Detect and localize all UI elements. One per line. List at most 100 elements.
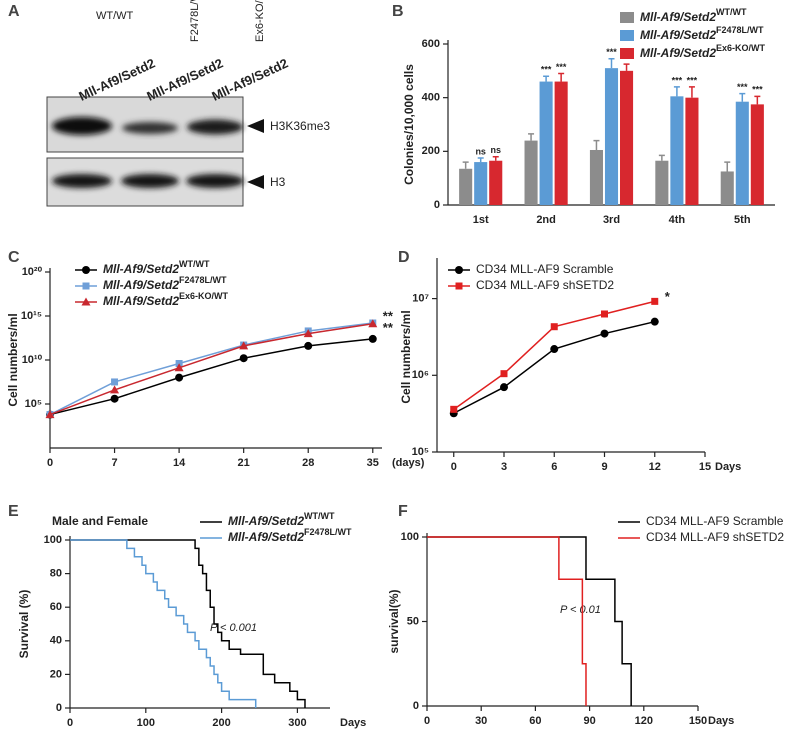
x-tick-label: 2nd — [536, 214, 556, 226]
legend-name: CD34 MLL-AF9 Scramble — [476, 262, 614, 276]
y-tick-label: 50 — [407, 615, 419, 627]
x-tick-label: 15 — [699, 461, 711, 473]
marker — [455, 282, 463, 290]
x-tick-label: 0 — [451, 461, 457, 473]
y-tick-label: 10²⁰ — [22, 266, 43, 278]
legend-superscript: WT/WT — [716, 7, 747, 17]
y-axis-label: Survival (%) — [17, 590, 31, 659]
legend-label: CD34 MLL-AF9 shSETD2 — [646, 530, 784, 544]
x-tick-label: 100 — [137, 717, 155, 729]
legend-name: CD34 MLL-AF9 shSETD2 — [646, 530, 784, 544]
panel-label: C — [8, 249, 20, 266]
y-tick-label: 0 — [413, 700, 419, 712]
bar — [489, 160, 503, 205]
bar — [620, 70, 634, 205]
marker — [82, 282, 90, 290]
error-bar — [658, 154, 665, 161]
bar — [459, 168, 473, 205]
bar — [735, 101, 749, 205]
x-axis-label: Days — [708, 715, 734, 727]
x-axis-label: Days — [340, 717, 366, 729]
bar — [670, 96, 684, 205]
significance: *** — [606, 47, 617, 57]
legend-name: Mll-Af9/Setd2 — [640, 46, 716, 60]
significance: *** — [687, 75, 698, 85]
y-tick-label: 10⁵ — [25, 398, 42, 410]
y-tick-label: 200 — [422, 145, 440, 157]
legend-superscript: Ex6-KO/WT — [179, 291, 229, 301]
y-axis-label: survival(%) — [387, 589, 401, 653]
error-bar — [739, 92, 746, 102]
line — [49, 322, 373, 416]
x-tick-label: 30 — [475, 715, 487, 727]
x-tick-label: 60 — [529, 715, 541, 727]
marker — [82, 266, 90, 274]
x-tick-label: 0 — [67, 717, 73, 729]
legend-superscript: WT/WT — [179, 259, 210, 269]
marker — [239, 341, 249, 350]
bar — [524, 140, 538, 205]
legend-label: CD34 MLL-AF9 Scramble — [646, 514, 784, 528]
x-tick-label: 150 — [689, 715, 707, 727]
marker — [239, 354, 248, 363]
band-label: H3 — [270, 175, 286, 189]
error-bar — [593, 139, 600, 150]
x-tick-label: 6 — [551, 461, 557, 473]
x-axis-label: Days — [715, 461, 741, 473]
legend-superscript: Ex6-KO/WT — [716, 43, 766, 53]
bar — [685, 97, 699, 205]
x-tick-label: 0 — [47, 457, 53, 469]
legend-superscript: F2478L/WT — [716, 25, 764, 35]
significance: * — [665, 289, 671, 304]
line — [453, 320, 655, 414]
marker — [601, 310, 608, 318]
legend-swatch — [620, 48, 634, 59]
x-tick-label: 120 — [635, 715, 653, 727]
x-tick-label: 1st — [473, 214, 489, 226]
marker — [650, 317, 659, 326]
error-bar — [492, 155, 499, 161]
y-tick-label: 10⁵ — [412, 446, 429, 458]
y-tick-label: 0 — [56, 702, 62, 714]
survival-curve — [427, 536, 632, 706]
marker — [303, 329, 313, 338]
x-tick-label: 9 — [601, 461, 607, 473]
band — [52, 117, 112, 135]
significance: *** — [737, 82, 748, 92]
marker — [174, 363, 184, 372]
significance: ns — [490, 145, 501, 155]
arrow — [247, 119, 264, 133]
legend-swatch — [620, 30, 634, 41]
legend-label: Mll-Af9/Setd2F2478L/WT — [103, 275, 227, 292]
y-tick-label: 100 — [44, 534, 62, 546]
lane-superscript: F2478L/WT — [189, 0, 201, 42]
y-axis-label: Cell numbers/ml — [399, 310, 413, 403]
band-label: H3K36me3 — [270, 119, 330, 133]
survival-curve — [70, 539, 306, 708]
lane-superscript: Ex6-KO/WT — [254, 0, 266, 42]
survival-curve — [70, 539, 257, 708]
marker — [550, 345, 559, 354]
error-bar — [623, 63, 630, 71]
blot-panel: A H3K36me3 H3 — [8, 3, 330, 207]
legend-label: Mll-Af9/Setd2Ex6-KO/WT — [103, 291, 229, 308]
marker — [450, 405, 458, 413]
x-tick-label: 4th — [669, 214, 686, 226]
y-tick-label: 80 — [50, 568, 62, 580]
marker — [550, 323, 558, 331]
bar — [655, 160, 669, 205]
error-bar — [558, 72, 565, 82]
x-tick-label: 12 — [649, 461, 661, 473]
x-tick-label: 28 — [302, 457, 314, 469]
bar — [604, 68, 619, 206]
band — [122, 122, 178, 134]
arrow — [247, 175, 264, 189]
legend-label: CD34 MLL-AF9 shSETD2 — [476, 278, 614, 292]
error-bar — [543, 75, 550, 82]
panel-label: E — [8, 503, 19, 520]
subtitle: Male and Female — [52, 514, 148, 528]
x-tick-label: 200 — [212, 717, 230, 729]
marker — [110, 394, 119, 403]
p-value: P < 0.01 — [560, 604, 601, 616]
marker — [368, 319, 378, 328]
